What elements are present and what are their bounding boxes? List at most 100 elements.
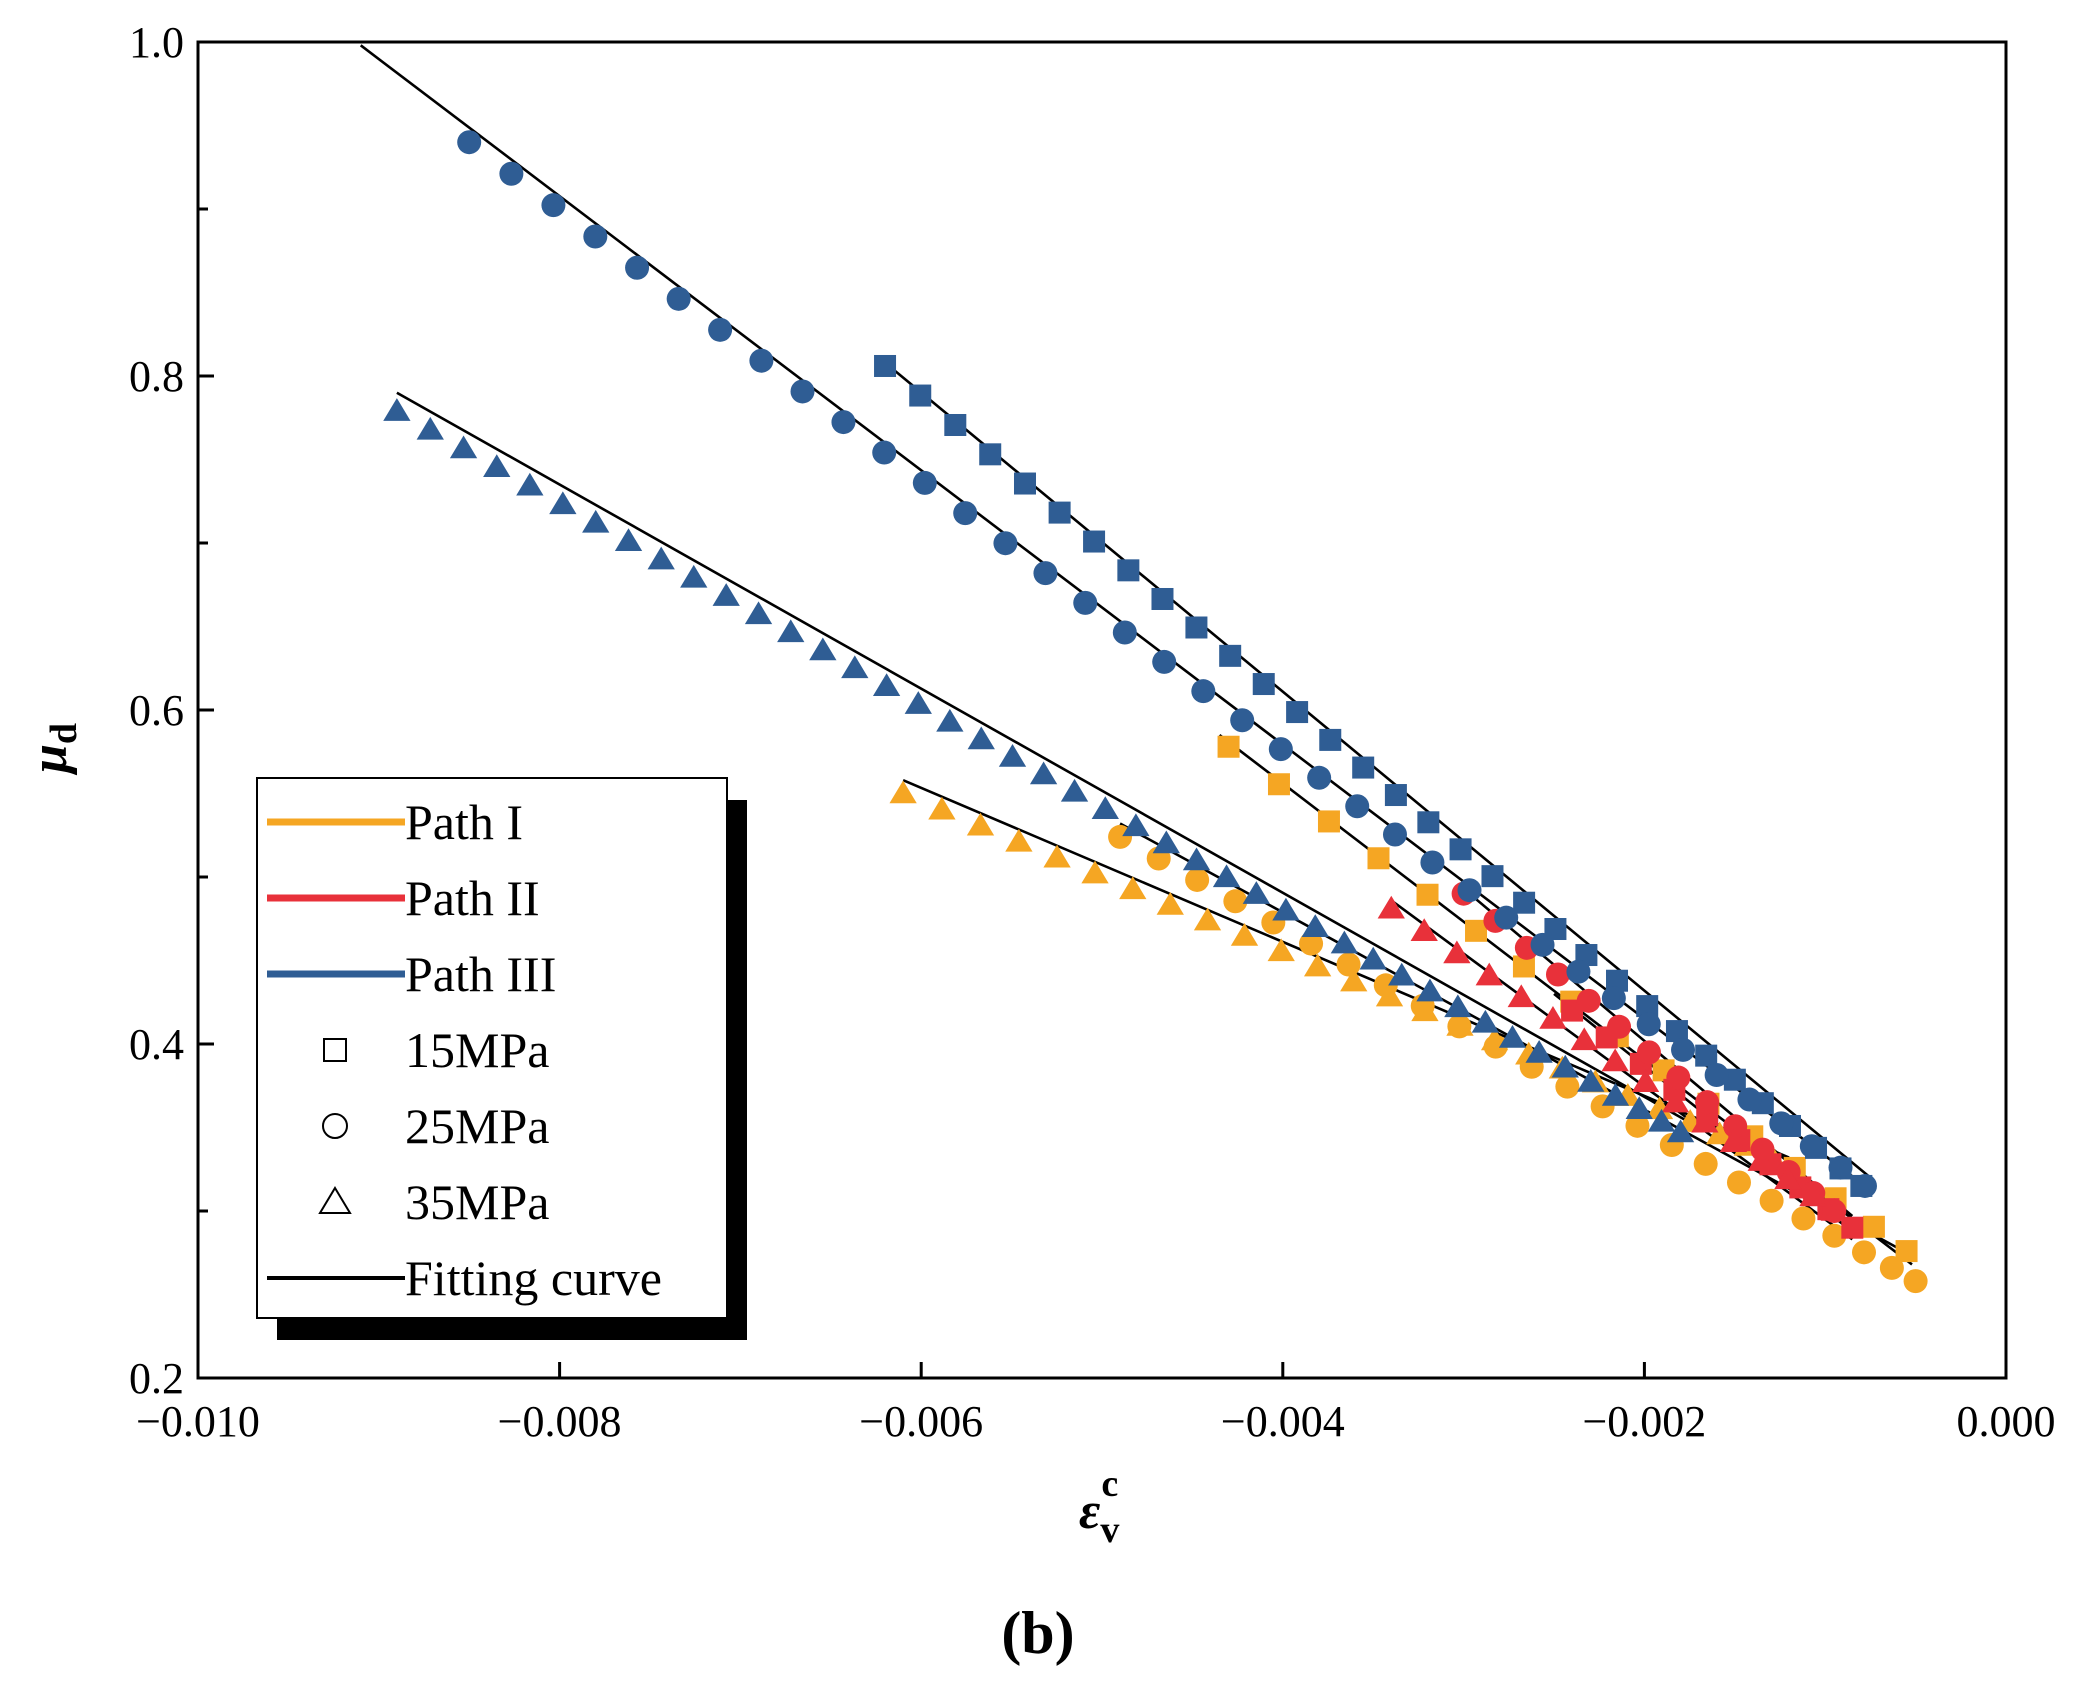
- data-point: [708, 317, 733, 342]
- data-point: [1576, 988, 1601, 1013]
- legend-label: 25MPa: [405, 1098, 549, 1154]
- data-point: [1695, 1090, 1720, 1115]
- data-point: [1411, 998, 1439, 1022]
- data-point: [1377, 895, 1405, 919]
- data-point: [1601, 1048, 1629, 1072]
- data-point: [1691, 1109, 1719, 1133]
- data-point: [1033, 561, 1058, 586]
- legend-label: 35MPa: [405, 1174, 549, 1230]
- data-point: [516, 472, 544, 496]
- legend-entry: Path I: [267, 794, 523, 850]
- figure-caption: (b): [1001, 1600, 1074, 1666]
- series-path-iii-25mpa: [457, 130, 1877, 1198]
- data-point: [666, 286, 691, 311]
- y-axis-title: μd: [21, 723, 85, 776]
- data-point: [1185, 867, 1210, 892]
- data-point: [1029, 761, 1058, 785]
- legend-label: Path I: [405, 794, 523, 850]
- data-point: [1862, 1215, 1885, 1238]
- legend-label: 15MPa: [405, 1022, 549, 1078]
- data-point: [889, 780, 917, 804]
- data-point: [1570, 1027, 1598, 1051]
- data-point: [1566, 959, 1591, 984]
- legend-entry: 25MPa: [322, 1098, 549, 1154]
- y-axis-title-sub: d: [43, 723, 85, 744]
- data-point: [1319, 728, 1342, 751]
- data-point: [1345, 794, 1370, 819]
- data-point: [1152, 830, 1180, 854]
- data-point: [1272, 897, 1300, 921]
- data-point: [1112, 620, 1137, 645]
- data-point: [1601, 1082, 1630, 1106]
- data-point: [1416, 883, 1439, 906]
- data-point: [1375, 983, 1404, 1007]
- data-point: [1268, 737, 1293, 762]
- data-point: [1606, 969, 1629, 992]
- data-point: [1416, 978, 1444, 1002]
- data-point: [1636, 995, 1659, 1018]
- data-point: [1666, 1119, 1695, 1143]
- data-point: [1083, 530, 1106, 553]
- y-tick-label: 1.0: [129, 18, 184, 67]
- data-point: [1747, 1148, 1775, 1171]
- data-point: [1695, 1044, 1718, 1067]
- data-point: [1457, 878, 1482, 903]
- data-point: [1636, 1012, 1661, 1037]
- data-point: [1299, 931, 1324, 956]
- data-point: [1671, 1037, 1696, 1062]
- data-point: [928, 796, 956, 820]
- data-point: [1191, 679, 1216, 704]
- data-point: [912, 470, 937, 495]
- data-point: [541, 193, 566, 218]
- data-point: [744, 601, 773, 625]
- data-point: [1636, 1040, 1661, 1065]
- data-point: [944, 413, 967, 436]
- data-point: [1791, 1206, 1816, 1231]
- data-point: [1723, 1068, 1746, 1091]
- data-point: [749, 348, 774, 373]
- data-point: [1647, 1108, 1676, 1132]
- data-point: [1388, 962, 1416, 986]
- legend-entry: 15MPa: [323, 1022, 549, 1078]
- data-point: [998, 744, 1027, 767]
- data-point: [1601, 986, 1626, 1011]
- data-point: [1060, 778, 1089, 802]
- y-tick-label: 0.4: [129, 1020, 184, 1069]
- legend-entry: 35MPa: [318, 1174, 549, 1230]
- x-tick-label: −0.004: [1221, 1397, 1345, 1446]
- data-point: [1252, 673, 1275, 696]
- data-point: [1117, 559, 1140, 582]
- data-point: [1551, 1054, 1579, 1078]
- data-point: [1577, 1069, 1605, 1092]
- data-point: [1507, 984, 1535, 1008]
- x-tick-label: 0.000: [1957, 1397, 2056, 1446]
- data-point: [1475, 962, 1503, 986]
- data-point: [1410, 918, 1438, 941]
- legend-label: Path III: [405, 946, 556, 1002]
- fit-line-path-iii-15mpa: [884, 361, 1872, 1179]
- data-point: [1005, 828, 1033, 852]
- data-point: [1193, 907, 1222, 931]
- data-point: [499, 161, 524, 186]
- data-point: [1852, 1173, 1877, 1198]
- data-point: [777, 619, 805, 643]
- data-point: [1301, 914, 1329, 937]
- data-point: [1465, 919, 1488, 942]
- data-point: [1446, 1013, 1474, 1036]
- data-point: [1737, 1087, 1762, 1112]
- data-point: [647, 546, 675, 570]
- data-point: [1706, 1121, 1734, 1145]
- data-point: [936, 708, 964, 732]
- data-point: [1156, 892, 1184, 915]
- data-point: [1367, 847, 1390, 870]
- data-point: [1607, 1014, 1632, 1039]
- data-point: [549, 491, 577, 515]
- data-point: [614, 528, 643, 552]
- data-point: [1774, 1166, 1802, 1190]
- data-point: [625, 255, 650, 280]
- data-point: [1723, 1114, 1748, 1139]
- data-point: [582, 509, 610, 533]
- data-point: [1119, 876, 1147, 900]
- data-point: [966, 812, 995, 836]
- data-point: [1545, 962, 1570, 987]
